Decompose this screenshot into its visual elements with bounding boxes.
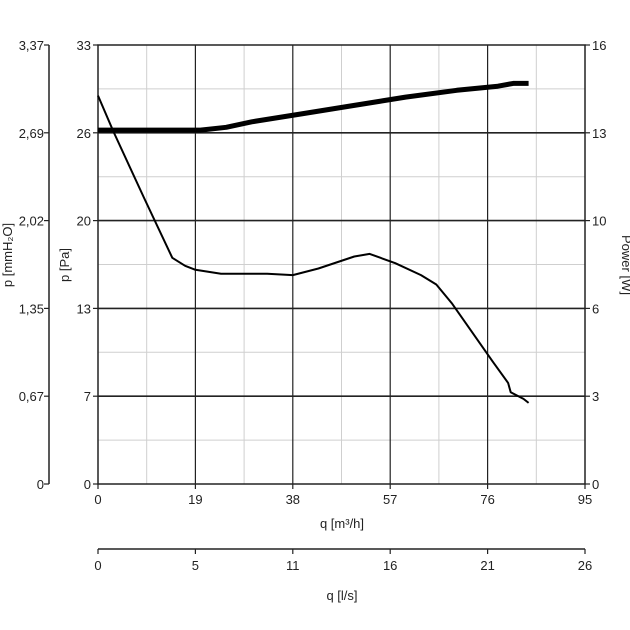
x-tick-label: 38: [286, 492, 300, 507]
pressure-curve: [97, 95, 530, 404]
x2-axis-title: q [l/s]: [326, 588, 357, 603]
x-tick-label: 57: [383, 492, 397, 507]
x2-tick-label: 21: [480, 558, 494, 573]
y-left-outer-tick-label: 2,69: [19, 126, 44, 141]
y-right-tick-label: 16: [592, 38, 606, 53]
x2-tick-label: 16: [383, 558, 397, 573]
x2-tick-label: 11: [286, 558, 300, 573]
y-left-outer-tick-label: 0: [37, 477, 44, 492]
series-layer: [97, 80, 530, 404]
x-tick-label: 95: [578, 492, 592, 507]
y-left-tick-label: 13: [77, 301, 91, 316]
grid: [98, 45, 585, 484]
y-left-axis-title: p [Pa]: [57, 248, 72, 282]
power-curve: [98, 80, 529, 133]
plot-frame: [48, 44, 586, 550]
y-left-outer-tick-label: 2,02: [19, 214, 44, 229]
x-tick-label: 76: [480, 492, 494, 507]
y-left-outer-tick-label: 3,37: [19, 38, 44, 53]
y-left-tick-label: 0: [84, 477, 91, 492]
x-tick-label: 0: [94, 492, 101, 507]
x2-tick-label: 0: [94, 558, 101, 573]
plot-border: [97, 44, 586, 485]
y-left-tick-label: 20: [77, 214, 91, 229]
y-right-tick-label: 13: [592, 126, 606, 141]
x-axis-title: q [m³/h]: [320, 516, 364, 531]
y-left-outer-axis-title: p [mmH₂O]: [0, 223, 15, 287]
x2-tick-label: 5: [192, 558, 199, 573]
x2-tick-label: 26: [578, 558, 592, 573]
y-right-tick-label: 10: [592, 214, 606, 229]
y-left-outer-tick-label: 0,67: [19, 389, 44, 404]
y-left-tick-label: 33: [77, 38, 91, 53]
y-left-tick-label: 7: [84, 389, 91, 404]
y-right-tick-label: 6: [592, 301, 599, 316]
y-right-tick-label: 0: [592, 477, 599, 492]
y-right-axis-title: Power [W]: [619, 235, 630, 295]
x-tick-label: 19: [188, 492, 202, 507]
y-left-outer-tick-label: 1,35: [19, 301, 44, 316]
y-right-tick-label: 3: [592, 389, 599, 404]
y-left-tick-label: 26: [77, 126, 91, 141]
